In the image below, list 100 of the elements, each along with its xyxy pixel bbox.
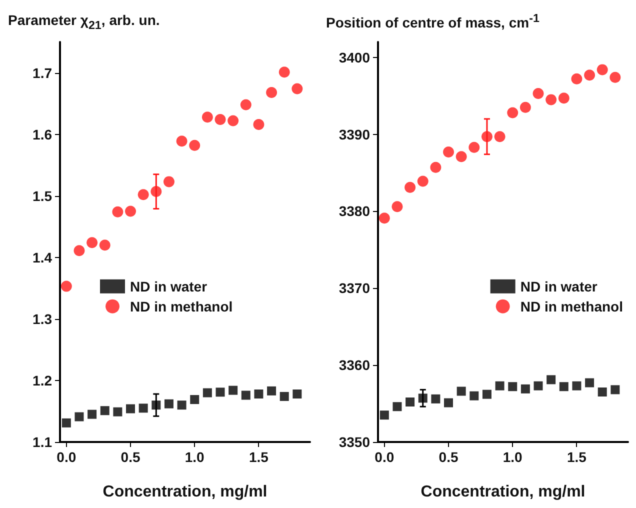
point	[202, 112, 213, 123]
x-tick-label: 0.5	[120, 449, 140, 465]
point	[508, 382, 518, 392]
y-tick-label: 1.3	[32, 310, 52, 327]
point	[240, 99, 252, 110]
x-axis-title: Concentration, mg/ml	[102, 484, 268, 500]
point	[430, 162, 442, 173]
point	[507, 107, 518, 118]
y-axis-title: Parameter χ$_{21}$, arb. un.	[8, 12, 160, 32]
y-tick-label: 3400	[338, 49, 370, 66]
point	[431, 394, 440, 404]
point	[88, 410, 97, 419]
legend-label: ND in methanol	[520, 298, 624, 314]
x-tick-label: 0.0	[374, 449, 394, 465]
y-tick-label: 1.5	[32, 188, 52, 204]
point	[520, 384, 530, 394]
point	[74, 412, 84, 422]
legend-label: ND in water	[130, 278, 208, 294]
point	[494, 131, 506, 142]
point	[60, 280, 72, 292]
x-axis-title: Concentration, mg/ml	[420, 484, 586, 500]
point	[392, 402, 402, 412]
point	[495, 381, 504, 390]
point	[481, 131, 492, 142]
y-tick-label: 3380	[338, 203, 370, 220]
y-tick-label: 3370	[338, 280, 370, 296]
point	[74, 245, 85, 256]
y-tick-label: 1.6	[32, 126, 52, 142]
point	[546, 375, 556, 384]
point	[99, 240, 110, 251]
point	[443, 146, 454, 158]
point	[292, 390, 302, 398]
y-tick-label: 3350	[338, 434, 370, 450]
point	[62, 418, 71, 428]
y-axis-title: Position of centre of mass, cm$^{-1}$	[326, 12, 540, 31]
point	[126, 404, 136, 414]
point	[532, 88, 544, 100]
point	[86, 237, 98, 248]
point	[378, 212, 390, 224]
point	[266, 86, 278, 98]
point	[417, 176, 428, 187]
point	[150, 186, 162, 198]
point	[138, 189, 149, 200]
y-tick-label: 3360	[338, 357, 370, 374]
point	[177, 400, 186, 410]
point	[214, 114, 226, 126]
point	[598, 388, 607, 396]
point	[253, 118, 264, 130]
point	[278, 66, 290, 78]
point	[228, 115, 239, 126]
point	[571, 73, 582, 84]
point	[572, 381, 582, 390]
point	[228, 386, 238, 395]
point	[585, 378, 594, 388]
y-tick-label: 1.4	[32, 249, 52, 266]
point	[152, 400, 161, 410]
point	[241, 390, 250, 400]
point	[280, 392, 289, 401]
x-tick-label: 0.0	[56, 449, 76, 465]
point	[456, 151, 467, 162]
y-tick-label: 3390	[338, 126, 370, 142]
x-tick-label: 1.5	[566, 449, 587, 465]
point	[610, 385, 620, 394]
legend-label: ND in water	[520, 278, 598, 294]
point	[559, 382, 568, 392]
point	[456, 386, 466, 396]
point	[596, 64, 608, 76]
point	[190, 395, 200, 404]
point	[418, 394, 428, 403]
point	[610, 72, 621, 83]
y-tick-label: 1.2	[32, 372, 52, 388]
point	[404, 182, 416, 193]
point	[176, 136, 188, 147]
point	[468, 142, 480, 153]
point	[267, 386, 276, 396]
point	[546, 94, 557, 106]
point	[558, 92, 570, 104]
point	[482, 390, 492, 399]
point	[163, 176, 174, 188]
point	[392, 201, 403, 212]
point	[112, 206, 124, 218]
y-tick-label: 1.1	[32, 434, 52, 450]
point	[584, 70, 596, 81]
point	[202, 388, 212, 398]
point	[189, 140, 200, 151]
point	[534, 381, 543, 390]
legend-label: ND in methanol	[130, 298, 233, 314]
point	[470, 391, 479, 400]
point	[380, 410, 389, 420]
point	[138, 404, 148, 413]
point	[406, 398, 415, 406]
point	[125, 206, 136, 217]
point	[292, 83, 303, 94]
point	[254, 390, 264, 398]
x-tick-label: 1.0	[502, 449, 523, 465]
y-tick-label: 1.7	[32, 64, 52, 81]
x-tick-label: 1.0	[184, 449, 205, 465]
x-tick-label: 1.5	[248, 449, 269, 465]
point	[444, 398, 454, 408]
x-tick-label: 0.5	[438, 449, 458, 465]
